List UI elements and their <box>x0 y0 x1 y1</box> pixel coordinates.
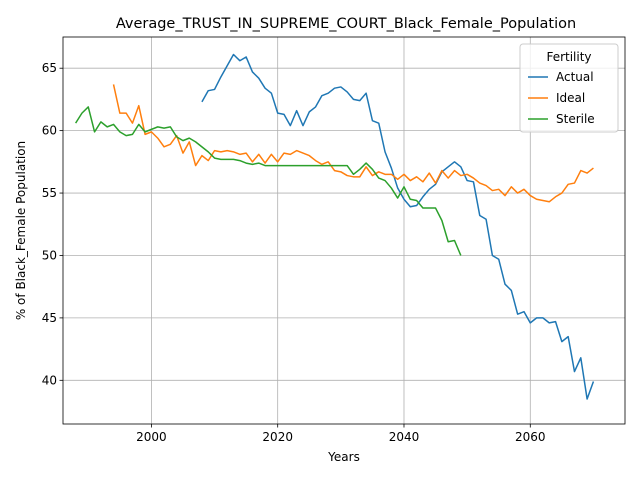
y-tick-label: 65 <box>42 61 57 75</box>
series-lines <box>74 53 595 400</box>
y-tick-label: 50 <box>42 248 57 262</box>
series-line-ideal <box>112 84 594 203</box>
plot-frame <box>62 36 626 425</box>
x-tick-label: 2060 <box>515 430 546 444</box>
legend-items: Actual Ideal Sterile <box>528 70 595 126</box>
y-axis-label: % of Black_Female Population <box>14 141 28 320</box>
chart-title: Average_TRUST_IN_SUPREME_COURT_Black_Fem… <box>116 16 576 32</box>
legend-title: Fertility <box>546 50 591 64</box>
y-tick-label: 40 <box>42 373 57 387</box>
y-tick-label: 60 <box>42 124 57 138</box>
series-line-actual <box>201 53 595 400</box>
legend-box <box>519 43 619 133</box>
legend-label-ideal: Ideal <box>556 91 585 105</box>
x-tick-label: 2000 <box>136 430 167 444</box>
x-tick-label: 2040 <box>389 430 420 444</box>
y-tick-label: 55 <box>42 186 57 200</box>
legend-label-sterile: Sterile <box>556 112 595 126</box>
legend-label-actual: Actual <box>556 70 594 84</box>
axis-ticks: 2000 2020 2040 2060 40 45 50 55 60 65 <box>42 61 546 444</box>
series-line-sterile <box>74 106 462 256</box>
y-tick-label: 45 <box>42 311 57 325</box>
legend: Fertility Actual Ideal Sterile <box>519 43 619 133</box>
x-axis-label: Years <box>327 450 360 464</box>
x-tick-label: 2020 <box>262 430 293 444</box>
